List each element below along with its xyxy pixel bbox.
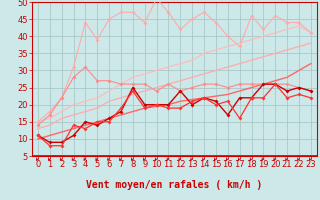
X-axis label: Vent moyen/en rafales ( km/h ): Vent moyen/en rafales ( km/h ): [86, 180, 262, 190]
